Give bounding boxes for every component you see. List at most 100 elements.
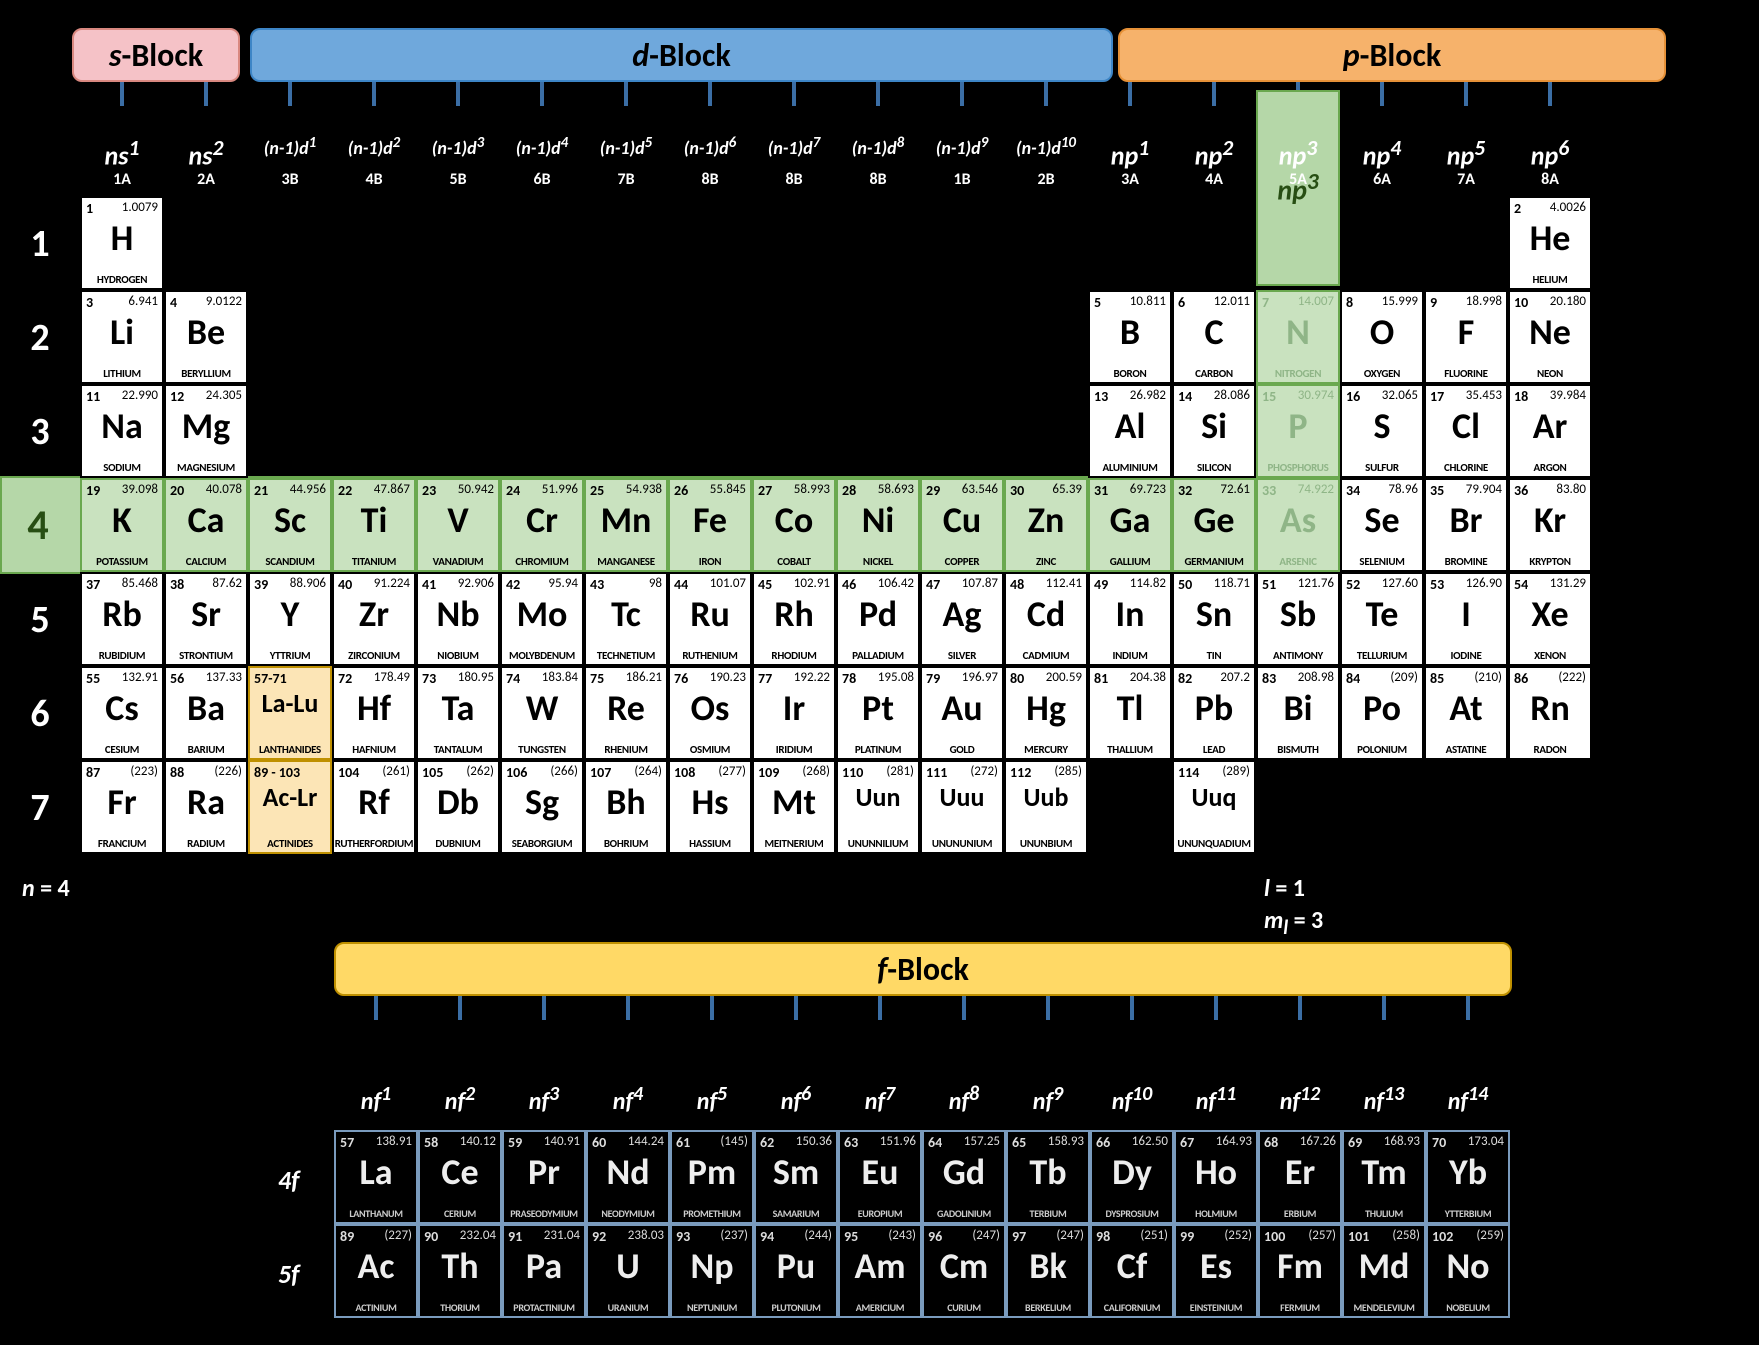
f-element-Pm: 61(145)PmPROMETHIUM bbox=[670, 1130, 754, 1224]
f-group-label-9: nf9 bbox=[1006, 1082, 1090, 1116]
group-label-7: (n-1)d5 bbox=[584, 134, 668, 159]
group-sublabel-10: 8B bbox=[838, 170, 918, 189]
element-Te: 52127.60TeTELLURIUM bbox=[1340, 572, 1424, 666]
f-block-tick bbox=[374, 996, 378, 1020]
group-sublabel-9: 8B bbox=[754, 170, 834, 189]
f-element-U: 92238.03UURANIUM bbox=[586, 1224, 670, 1318]
element-Cd: 48112.41CdCADMIUM bbox=[1004, 572, 1088, 666]
f-block-tick bbox=[878, 996, 882, 1020]
group-sublabel-8: 8B bbox=[670, 170, 750, 189]
element-Uuq: 114(289)UuqUNUNQUADIUM bbox=[1172, 760, 1256, 854]
f-element-Md: 101(258)MdMENDELEVIUM bbox=[1342, 1224, 1426, 1318]
block-tick bbox=[708, 82, 712, 106]
element-Sb: 51121.76SbANTIMONY bbox=[1256, 572, 1340, 666]
element-As: 3374.922AsARSENIC bbox=[1256, 478, 1340, 572]
f-group-label-8: nf8 bbox=[922, 1082, 1006, 1116]
s-block-label: s-Block bbox=[72, 28, 240, 82]
element-Uun: 110(281)UunUNUNNILIUM bbox=[836, 760, 920, 854]
element-F: 918.998FFLUORINE bbox=[1424, 290, 1508, 384]
f-element-Pu: 94(244)PuPLUTONIUM bbox=[754, 1224, 838, 1318]
block-tick bbox=[1212, 82, 1216, 106]
f-element-Ce: 58140.12CeCERIUM bbox=[418, 1130, 502, 1224]
block-tick bbox=[204, 82, 208, 106]
f-element-Bk: 97(247)BkBERKELIUM bbox=[1006, 1224, 1090, 1318]
group-label-3: (n-1)d1 bbox=[248, 134, 332, 159]
f-element-No: 102(259)NoNOBELIUM bbox=[1426, 1224, 1510, 1318]
element-Bh: 107(264)BhBOHRIUM bbox=[584, 760, 668, 854]
group-sublabel-6: 6B bbox=[502, 170, 582, 189]
f-element-Np: 93(237)NpNEPTUNIUM bbox=[670, 1224, 754, 1318]
f-element-Eu: 63151.96EuEUROPIUM bbox=[838, 1130, 922, 1224]
element-Be: 49.0122BeBERYLLIUM bbox=[164, 290, 248, 384]
f-element-Er: 68167.26ErERBIUM bbox=[1258, 1130, 1342, 1224]
element-Hg: 80200.59HgMERCURY bbox=[1004, 666, 1088, 760]
element-Na: 1122.990NaSODIUM bbox=[80, 384, 164, 478]
element-Rh: 45102.91RhRHODIUM bbox=[752, 572, 836, 666]
element-Mg: 1224.305MgMAGNESIUM bbox=[164, 384, 248, 478]
f-group-label-4: nf4 bbox=[586, 1082, 670, 1116]
element-Xe: 54131.29XeXENON bbox=[1508, 572, 1592, 666]
group-label-8: (n-1)d6 bbox=[668, 134, 752, 159]
f-element-Nd: 60144.24NdNEODYMIUM bbox=[586, 1130, 670, 1224]
group-sublabel-5: 5B bbox=[418, 170, 498, 189]
block-tick bbox=[1464, 82, 1468, 106]
f-group-label-1: nf1 bbox=[334, 1082, 418, 1116]
group-label-17: np5 bbox=[1424, 134, 1508, 172]
element-Mn: 2554.938MnMANGANESE bbox=[584, 478, 668, 572]
group-label-2: ns2 bbox=[164, 134, 248, 172]
element-Y: 3988.906YYTTRIUM bbox=[248, 572, 332, 666]
group-label-10: (n-1)d8 bbox=[836, 134, 920, 159]
element-In: 49114.82InINDIUM bbox=[1088, 572, 1172, 666]
element-Zr: 4091.224ZrZIRCONIUM bbox=[332, 572, 416, 666]
group-sublabel-11: 1B bbox=[922, 170, 1002, 189]
element-Tl: 81204.38TlTHALLIUM bbox=[1088, 666, 1172, 760]
group-label-13: np1 bbox=[1088, 134, 1172, 172]
f-block-tick bbox=[542, 996, 546, 1020]
group-label-11: (n-1)d9 bbox=[920, 134, 1004, 159]
f-block-tick bbox=[1046, 996, 1050, 1020]
f-group-label-11: nf11 bbox=[1174, 1082, 1258, 1116]
element-I: 53126.90IIODINE bbox=[1424, 572, 1508, 666]
element-Kr: 3683.80KrKRYPTON bbox=[1508, 478, 1592, 572]
element-Co: 2758.993CoCOBALT bbox=[752, 478, 836, 572]
element-Rf: 104(261)RfRUTHERFORDIUM bbox=[332, 760, 416, 854]
block-tick bbox=[456, 82, 460, 106]
block-tick bbox=[1128, 82, 1132, 106]
element-Mt: 109(268)MtMEITNERIUM bbox=[752, 760, 836, 854]
period-label-2: 2 bbox=[10, 315, 70, 361]
element-O: 815.999OOXYGEN bbox=[1340, 290, 1424, 384]
element-N: 714.007NNITROGEN bbox=[1256, 290, 1340, 384]
element-Nb: 4192.906NbNIOBIUM bbox=[416, 572, 500, 666]
d-block-label: d-Block bbox=[250, 28, 1113, 82]
element-Ac-Lr: 89 - 103Ac-LrACTINIDES bbox=[248, 760, 332, 854]
group-label-18: np6 bbox=[1508, 134, 1592, 172]
element-Cr: 2451.996CrCHROMIUM bbox=[500, 478, 584, 572]
f-element-Am: 95(243)AmAMERICIUM bbox=[838, 1224, 922, 1318]
element-Sn: 50118.71SnTIN bbox=[1172, 572, 1256, 666]
p-block-label: p-Block bbox=[1118, 28, 1666, 82]
element-Rn: 86(222)RnRADON bbox=[1508, 666, 1592, 760]
group-sublabel-12: 2B bbox=[1006, 170, 1086, 189]
annotation: n = 4 bbox=[22, 874, 70, 903]
element-Ne: 1020.180NeNEON bbox=[1508, 290, 1592, 384]
element-Uub: 112(285)UubUNUNBIUM bbox=[1004, 760, 1088, 854]
group-label-12: (n-1)d10 bbox=[1004, 134, 1088, 159]
f-element-Yb: 70173.04YbYTTERBIUM bbox=[1426, 1130, 1510, 1224]
block-tick bbox=[288, 82, 292, 106]
element-Si: 1428.086SiSILICON bbox=[1172, 384, 1256, 478]
annotation: l = 1 bbox=[1264, 874, 1305, 903]
block-tick bbox=[1548, 82, 1552, 106]
group-sublabel-15: 5A bbox=[1258, 170, 1338, 189]
group-label-15: np3 bbox=[1256, 134, 1340, 172]
element-Fr: 87(223)FrFRANCIUM bbox=[80, 760, 164, 854]
element-Ar: 1839.984ArARGON bbox=[1508, 384, 1592, 478]
element-Ra: 88(226)RaRADIUM bbox=[164, 760, 248, 854]
f-block-label: f-Block bbox=[334, 942, 1512, 996]
group-label-9: (n-1)d7 bbox=[752, 134, 836, 159]
element-Tc: 4398TcTECHNETIUM bbox=[584, 572, 668, 666]
element-Ni: 2858.693NiNICKEL bbox=[836, 478, 920, 572]
element-H: 11.0079HHYDROGEN bbox=[80, 196, 164, 290]
element-Pt: 78195.08PtPLATINUM bbox=[836, 666, 920, 760]
f-block-tick bbox=[1466, 996, 1470, 1020]
element-Rb: 3785.468RbRUBIDIUM bbox=[80, 572, 164, 666]
